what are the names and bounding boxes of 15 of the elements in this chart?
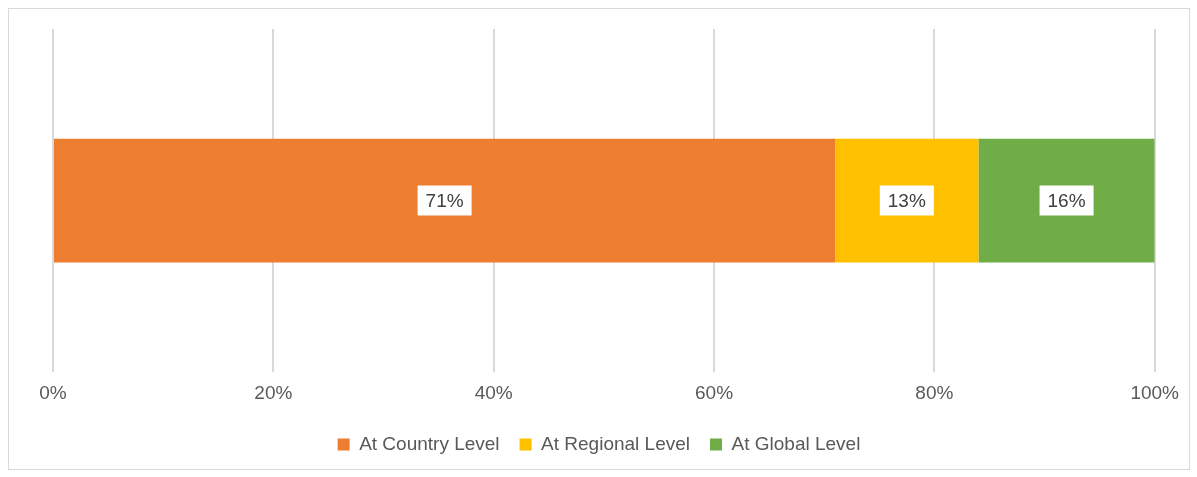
x-tick-label: 80% — [915, 381, 954, 403]
data-label: 13% — [887, 189, 926, 211]
bar — [978, 138, 1155, 263]
legend-label: At Regional Level — [541, 432, 691, 454]
x-tick-label: 20% — [254, 381, 293, 403]
x-tick-label: 60% — [695, 381, 734, 403]
legend-label: At Country Level — [359, 432, 500, 454]
bar — [835, 138, 979, 263]
x-tick-label: 0% — [39, 381, 67, 403]
legend-label: At Global Level — [731, 432, 861, 454]
x-tick-label: 100% — [1130, 381, 1180, 403]
bar — [54, 138, 836, 263]
data-label: 16% — [1047, 189, 1086, 211]
x-tick-label: 40% — [474, 381, 513, 403]
data-label: 71% — [425, 189, 464, 211]
